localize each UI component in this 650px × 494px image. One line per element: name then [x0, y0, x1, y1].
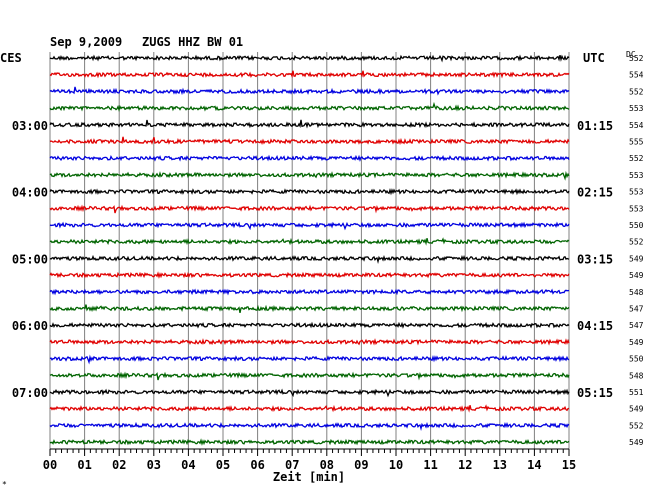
x-tick-label-12: 12	[458, 458, 472, 472]
x-tick-label-04: 04	[181, 458, 195, 472]
x-tick-label-07: 07	[285, 458, 299, 472]
x-tick-label-08: 08	[320, 458, 334, 472]
dc-value-1: 552	[629, 54, 644, 63]
minute-gridlines	[49, 52, 570, 449]
right-hour-label-1: 01:15	[577, 119, 613, 133]
trace-5	[49, 119, 570, 129]
corner-mark: *	[2, 480, 7, 489]
left-hour-label-1: 03:00	[12, 119, 48, 133]
x-tick-label-11: 11	[423, 458, 437, 472]
trace-3	[49, 86, 570, 96]
right-hour-label-2: 02:15	[577, 186, 613, 200]
dc-value-15: 548	[629, 288, 644, 297]
dc-value-5: 554	[629, 121, 644, 130]
trace-8	[49, 170, 570, 181]
trace-20	[49, 371, 570, 381]
x-tick-label-10: 10	[389, 458, 403, 472]
dc-value-10: 553	[629, 204, 644, 213]
dc-value-22: 549	[629, 405, 644, 414]
trace-10	[49, 204, 570, 214]
x-axis-title: Zeit [min]	[273, 470, 345, 484]
dc-value-12: 552	[629, 238, 644, 247]
dc-value-14: 549	[629, 271, 644, 280]
trace-4	[49, 101, 570, 112]
dc-value-7: 552	[629, 154, 644, 163]
trace-22	[49, 404, 570, 413]
trace-9	[49, 187, 570, 196]
dc-value-2: 554	[629, 71, 644, 80]
x-tick-label-05: 05	[216, 458, 230, 472]
right-hour-label-3: 03:15	[577, 252, 613, 266]
trace-16	[49, 304, 570, 314]
dc-value-19: 550	[629, 355, 644, 364]
dc-value-6: 555	[629, 138, 644, 147]
left-timezone-label: CES	[0, 51, 22, 65]
dc-value-24: 549	[629, 438, 644, 447]
trace-6	[49, 136, 570, 146]
station-label: ZUGS HHZ BW 01	[142, 35, 243, 49]
date-label: Sep 9,2009	[50, 35, 122, 49]
x-tick-label-01: 01	[77, 458, 91, 472]
dc-value-4: 553	[629, 104, 644, 113]
x-axis: 00 01 02 03 04 05 06 07 08 09 10 11 12 13 14 15	[43, 448, 576, 472]
dc-value-8: 553	[629, 171, 644, 180]
x-tick-label-06: 06	[250, 458, 264, 472]
x-tick-label-00: 00	[43, 458, 57, 472]
trace-11	[49, 221, 570, 231]
left-hour-label-2: 04:00	[12, 186, 48, 200]
dc-value-labels: 552 554 552 553 554 555 552 553 553 553 550 552 549 5…	[629, 54, 644, 447]
x-tick-label-15: 15	[562, 458, 576, 472]
left-hour-labels: 03:00 04:00 05:00 06:00 07:00	[12, 119, 48, 400]
x-tick-label-03: 03	[147, 458, 161, 472]
dc-value-18: 549	[629, 338, 644, 347]
right-timezone-label: UTC	[583, 51, 605, 65]
trace-1	[49, 54, 570, 63]
left-hour-label-4: 06:00	[12, 319, 48, 333]
dc-value-9: 553	[629, 188, 644, 197]
trace-13	[49, 254, 570, 265]
trace-14	[49, 271, 570, 279]
trace-21	[49, 388, 570, 398]
dc-value-16: 547	[629, 305, 644, 314]
trace-12	[49, 237, 570, 246]
trace-24	[49, 438, 570, 446]
left-hour-label-5: 07:00	[12, 386, 48, 400]
dc-header-label: DC	[626, 50, 636, 59]
dc-value-13: 549	[629, 254, 644, 263]
x-tick-label-09: 09	[354, 458, 368, 472]
x-tick-label-13: 13	[493, 458, 507, 472]
trace-23	[49, 421, 570, 432]
trace-15	[49, 288, 570, 296]
dc-value-23: 552	[629, 421, 644, 430]
dc-value-17: 547	[629, 321, 644, 330]
trace-18	[49, 338, 570, 346]
seismic-traces	[49, 54, 570, 446]
trace-7	[49, 154, 570, 162]
dc-value-21: 551	[629, 388, 644, 397]
x-tick-label-02: 02	[112, 458, 126, 472]
x-tick-label-14: 14	[527, 458, 541, 472]
trace-17	[49, 321, 570, 329]
dc-value-3: 552	[629, 87, 644, 96]
right-hour-label-4: 04:15	[577, 319, 613, 333]
dc-value-20: 548	[629, 371, 644, 380]
dc-value-11: 550	[629, 221, 644, 230]
trace-2	[49, 70, 570, 79]
left-hour-label-3: 05:00	[12, 252, 48, 266]
right-hour-label-5: 05:15	[577, 386, 613, 400]
right-hour-labels: 01:15 02:15 03:15 04:15 05:15	[577, 119, 613, 400]
trace-19	[49, 354, 570, 365]
